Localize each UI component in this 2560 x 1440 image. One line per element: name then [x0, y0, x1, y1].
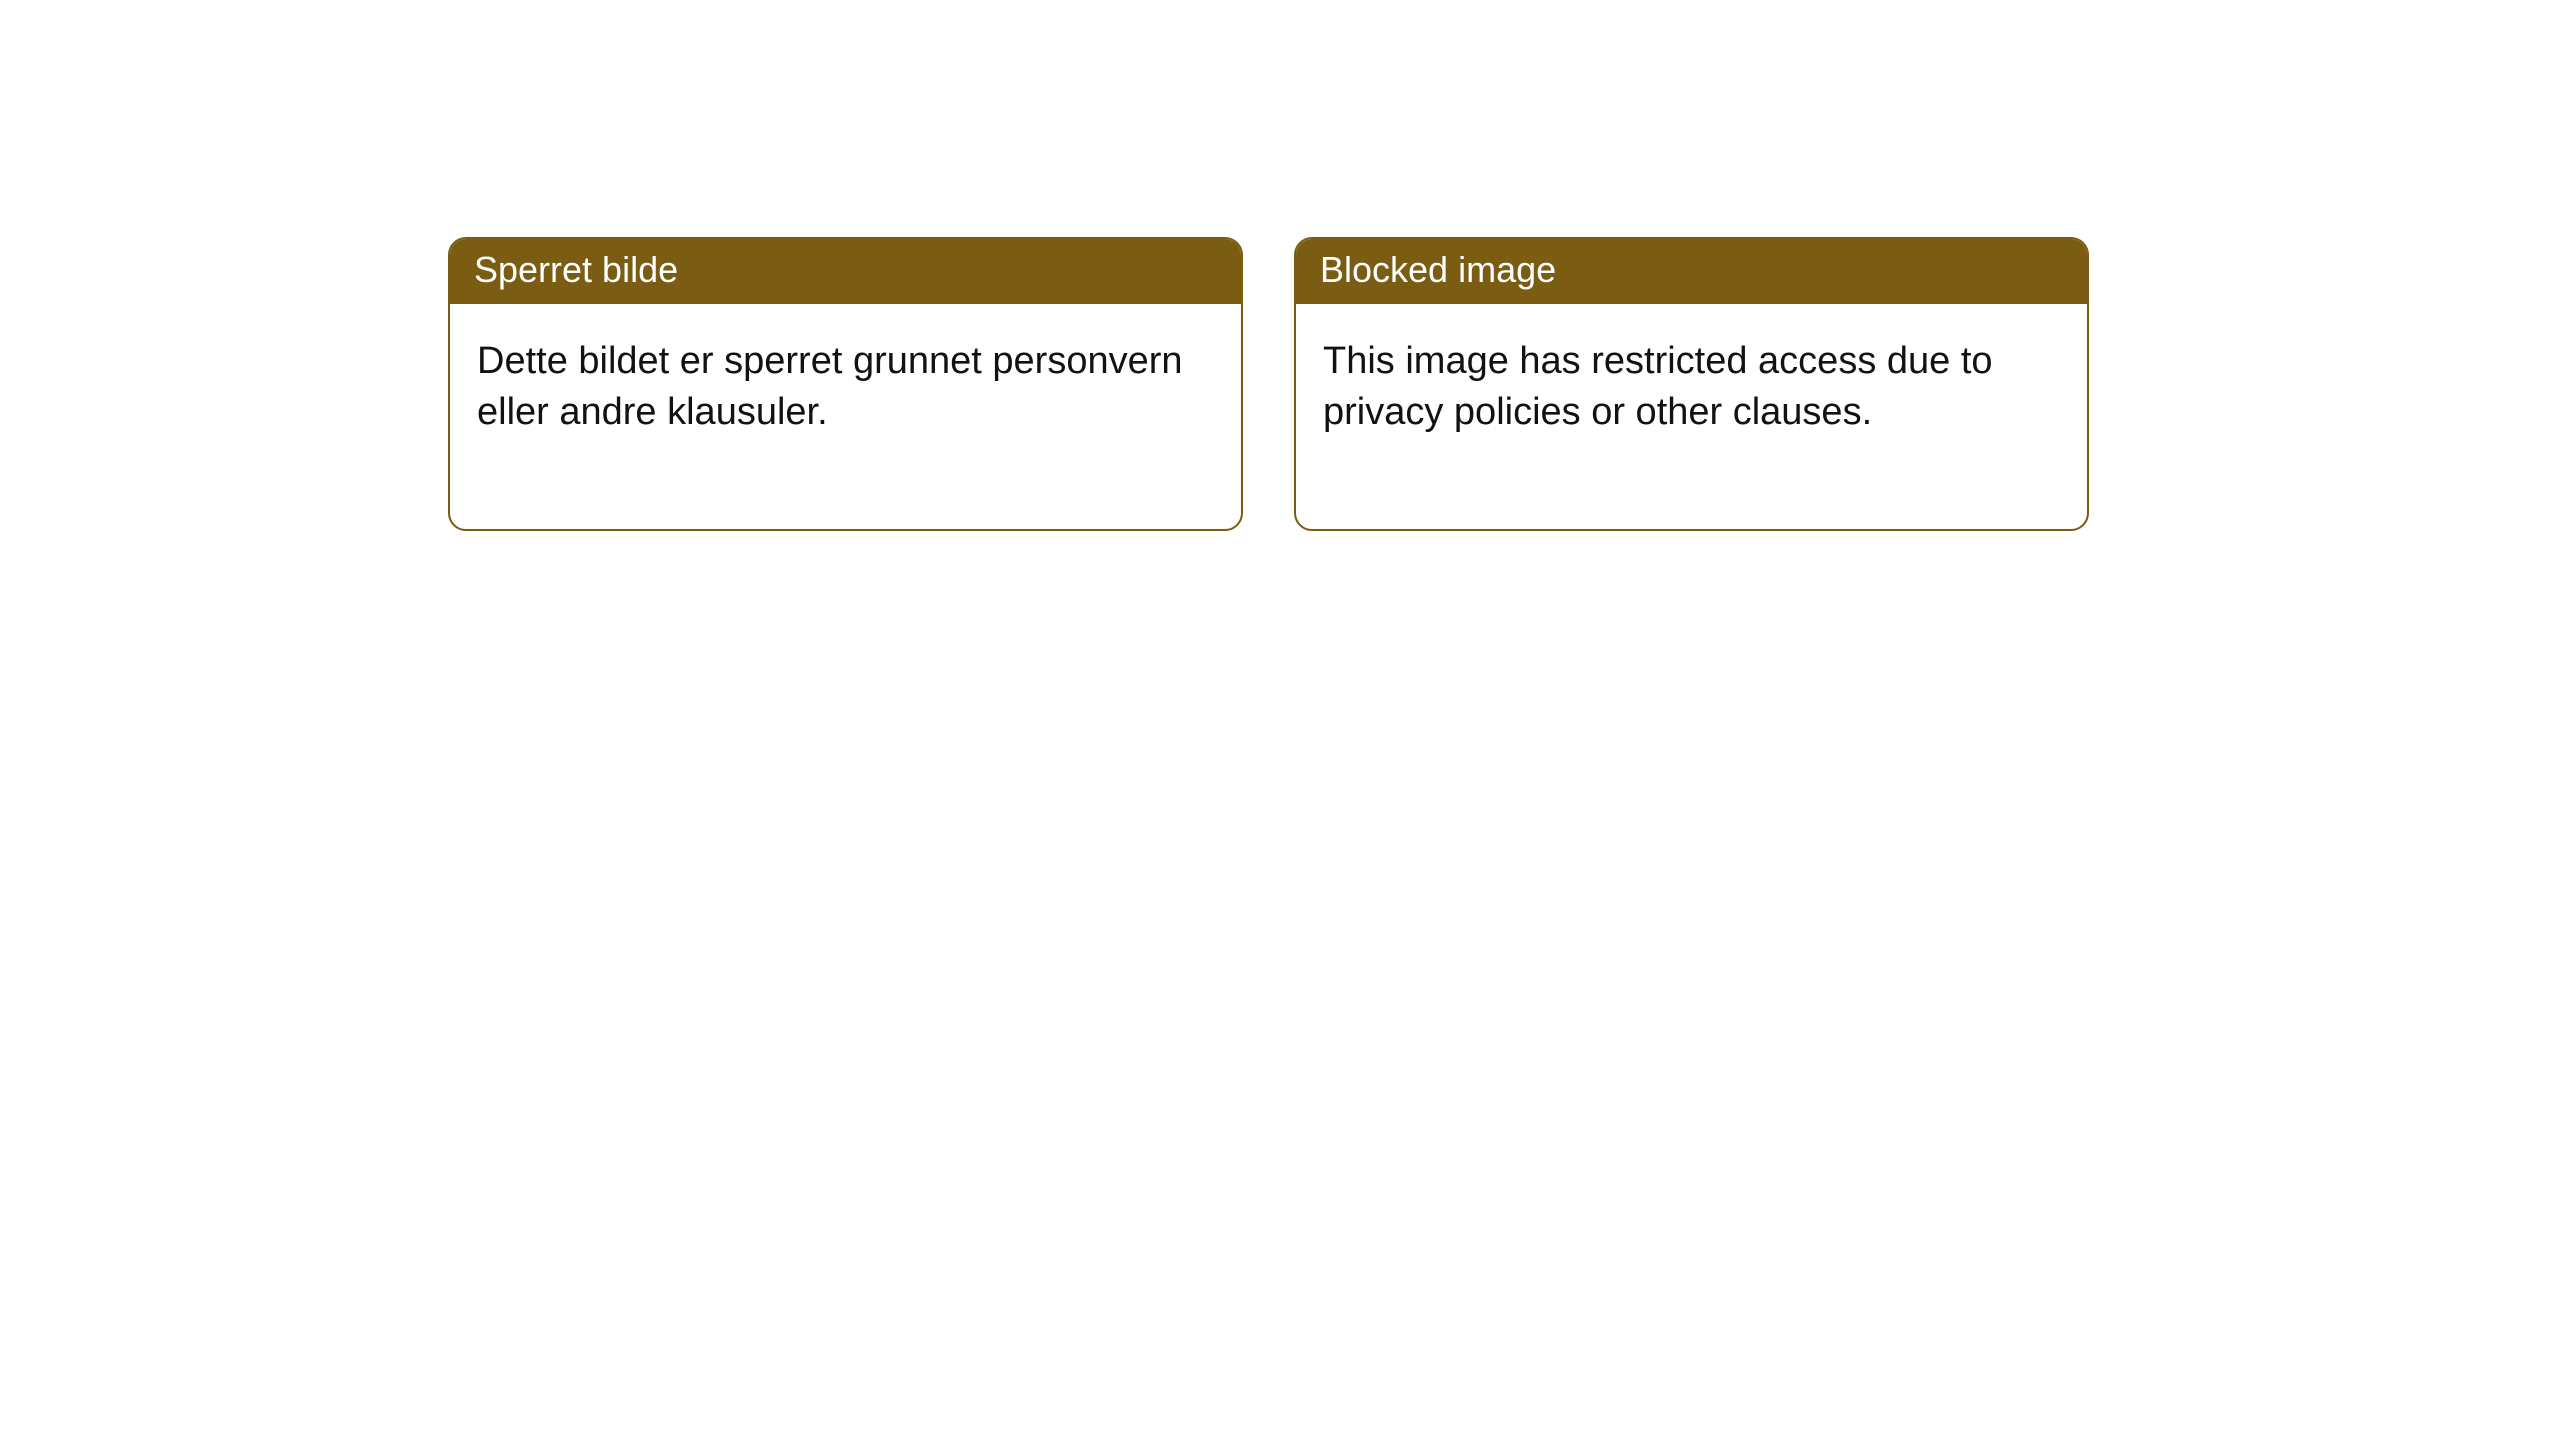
- notice-container: Sperret bilde Dette bildet er sperret gr…: [448, 237, 2089, 531]
- notice-body-en: This image has restricted access due to …: [1296, 304, 2087, 529]
- notice-box-en: Blocked image This image has restricted …: [1294, 237, 2089, 531]
- notice-header-no: Sperret bilde: [450, 239, 1241, 304]
- notice-body-no: Dette bildet er sperret grunnet personve…: [450, 304, 1241, 529]
- notice-header-en: Blocked image: [1296, 239, 2087, 304]
- notice-box-no: Sperret bilde Dette bildet er sperret gr…: [448, 237, 1243, 531]
